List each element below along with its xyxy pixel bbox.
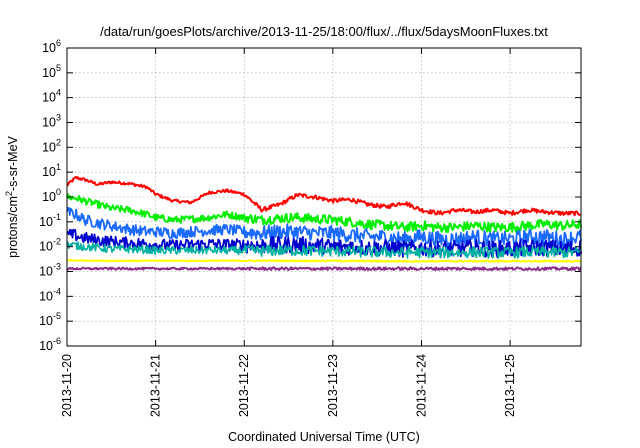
y-tick-label: 10-5 (39, 311, 61, 328)
x-tick-label: 2013-11-20 (60, 354, 74, 417)
y-tick-label: 10-3 (39, 262, 61, 279)
y-tick-label: 105 (42, 63, 61, 80)
chart-title: /data/run/goesPlots/archive/2013-11-25/1… (100, 24, 548, 39)
x-tick-label: 2013-11-22 (237, 354, 251, 417)
x-tick-label: 2013-11-23 (326, 354, 340, 417)
y-tick-label: 102 (42, 137, 61, 154)
x-tick-label: 2013-11-25 (503, 354, 517, 417)
y-tick-label: 10-4 (39, 286, 61, 303)
y-tick-label: 100 (42, 187, 61, 204)
x-tick-label: 2013-11-21 (149, 354, 163, 417)
plot-area (66, 176, 582, 272)
x-tick-label: 2013-11-24 (414, 354, 428, 417)
y-axis: 10-6 10-5 10-4 10-3 10-2 10-1 100 101 102 103 104 1… (39, 38, 581, 353)
series-line (66, 193, 582, 234)
series-line (66, 241, 582, 259)
y-tick-label: 101 (42, 162, 61, 179)
y-tick-label: 104 (42, 88, 61, 105)
y-tick-label: 10-2 (39, 237, 61, 254)
series-line (66, 206, 582, 248)
series-line (66, 266, 582, 272)
series-line (66, 176, 582, 217)
x-axis: 2013-11-20 2013-11-21 2013-11-22 2013-11-23… (60, 48, 517, 417)
series-line (66, 259, 582, 263)
y-tick-label: 106 (42, 38, 61, 55)
x-axis-label: Coordinated Universal Time (UTC) (228, 430, 420, 444)
y-axis-label: protons/cm2-s-sr-MeV (4, 135, 20, 257)
grid (67, 48, 581, 346)
y-tick-label: 10-1 (39, 212, 61, 229)
y-tick-label: 10-6 (39, 336, 61, 353)
y-tick-label: 103 (42, 113, 61, 130)
